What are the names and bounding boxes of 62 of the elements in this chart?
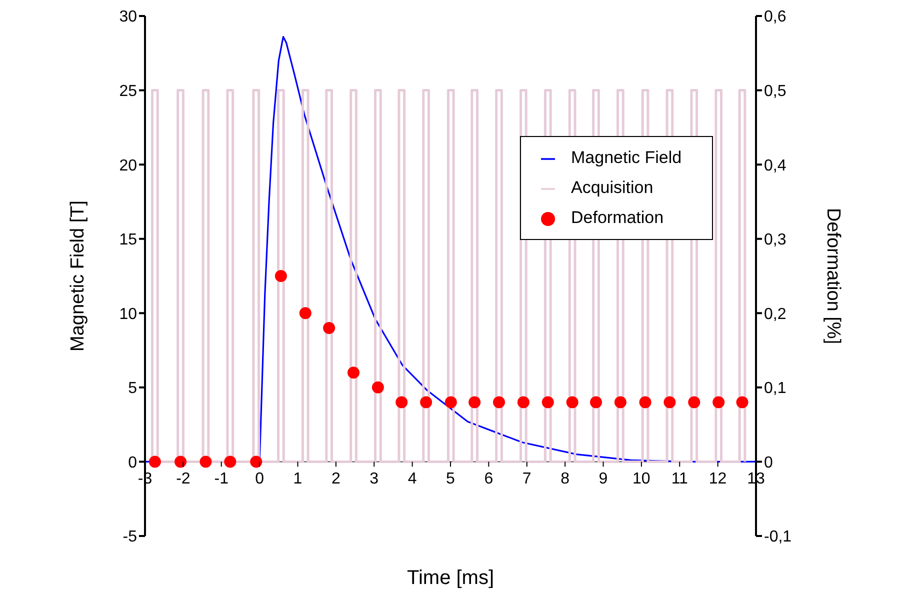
y2-tick-label: 0,6 (764, 8, 786, 26)
point (200, 456, 212, 468)
point (688, 396, 700, 408)
point (468, 396, 481, 408)
point (274, 270, 287, 282)
y-tick-label: 25 (119, 82, 138, 100)
legend-label: Magnetic Field (571, 148, 682, 167)
y2-tick-label: 0,3 (764, 232, 786, 249)
legend-label: Deformation (571, 208, 664, 227)
point (639, 396, 652, 408)
point (224, 456, 236, 468)
x-tick-label: 4 (408, 470, 417, 488)
legend-label: Acquisition (571, 178, 654, 197)
y2-tick-label: 0,4 (764, 157, 786, 174)
point (566, 396, 578, 408)
point (517, 396, 530, 408)
point (420, 396, 432, 408)
x-tick-label: 8 (560, 470, 570, 488)
y-tick-label: 20 (119, 157, 138, 174)
x-tick-label: 12 (708, 470, 727, 488)
y-tick-label: 30 (119, 8, 138, 26)
y-tick-label: 10 (119, 306, 138, 323)
x-tick-label: -1 (214, 470, 229, 488)
y2-tick-label: 0,5 (764, 82, 786, 100)
point (664, 396, 676, 408)
x-tick-label: 9 (598, 470, 608, 488)
point (250, 456, 262, 468)
point (542, 396, 554, 408)
y-tick-label: 15 (119, 232, 138, 249)
x-tick-label: 3 (370, 470, 379, 488)
point (614, 396, 626, 408)
x-tick-label: 7 (522, 470, 532, 488)
point (148, 456, 161, 468)
x-tick-label: 11 (671, 470, 688, 488)
point (712, 396, 725, 408)
x-tick-label: 10 (632, 470, 650, 488)
point (323, 322, 336, 334)
y2-tick-label: 0 (764, 454, 773, 472)
y-axis-title: Magnetic Field [T] (68, 200, 89, 352)
y-tick-label: 5 (128, 380, 138, 398)
x-tick-label: 0 (255, 470, 264, 488)
point (299, 307, 312, 320)
point (493, 396, 505, 408)
point (590, 396, 602, 408)
y-tick-label: -5 (122, 528, 138, 546)
x-tick-label: 2 (331, 470, 340, 488)
x-tick-label: 1 (293, 470, 302, 488)
x-tick-label: -2 (176, 470, 190, 488)
point (396, 396, 408, 408)
x-axis-title: Time [ms] (406, 567, 494, 589)
y-tick-label: 0 (128, 454, 138, 472)
y2-tick-label: -0,1 (764, 528, 792, 546)
point (372, 381, 384, 394)
y2-tick-label: 0,2 (764, 306, 786, 323)
y2-tick-label: 0,1 (764, 380, 786, 398)
x-tick-label: 5 (446, 470, 456, 488)
point (348, 366, 360, 379)
point (736, 396, 748, 408)
point (174, 456, 187, 468)
x-tick-label: 6 (484, 470, 494, 488)
y2-axis-title: Deformation [%] (822, 208, 844, 344)
point (444, 396, 457, 408)
